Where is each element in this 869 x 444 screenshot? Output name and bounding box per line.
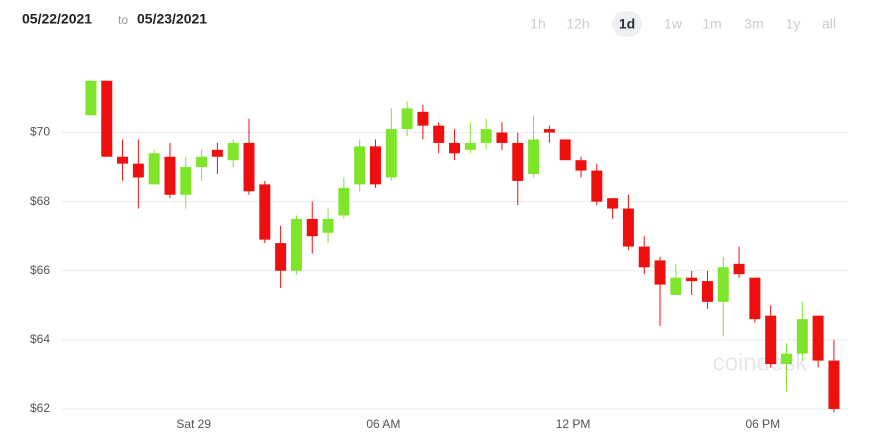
candle-body bbox=[591, 170, 603, 202]
candle-body bbox=[464, 142, 476, 150]
candle-body bbox=[85, 80, 97, 116]
candle-body bbox=[670, 277, 682, 295]
candle-body bbox=[528, 139, 540, 175]
candle-body bbox=[385, 129, 397, 178]
candle-body bbox=[259, 184, 271, 240]
candle-body bbox=[686, 277, 698, 282]
range-button[interactable]: 12h bbox=[566, 16, 589, 32]
range-button[interactable]: 1h bbox=[530, 16, 546, 32]
x-tick-label: 12 PM bbox=[556, 417, 591, 431]
candle-body bbox=[211, 149, 223, 157]
range-button[interactable]: 1w bbox=[664, 16, 683, 32]
range-button[interactable]: 1y bbox=[786, 16, 801, 32]
x-tick-label: Sat 29 bbox=[176, 417, 211, 431]
candle-body bbox=[164, 156, 176, 195]
candle-body bbox=[828, 360, 840, 409]
candle-body bbox=[290, 218, 302, 271]
watermark: coindesk bbox=[713, 349, 809, 376]
y-tick-label: $66 bbox=[30, 263, 50, 277]
candle-body bbox=[480, 129, 492, 143]
candle-body bbox=[717, 267, 729, 302]
range-button[interactable]: 1m bbox=[702, 16, 721, 32]
candle-body bbox=[449, 142, 461, 154]
date-to: 05/23/2021 bbox=[137, 11, 207, 27]
y-tick-label: $68 bbox=[30, 194, 50, 208]
candle-body bbox=[338, 187, 350, 216]
candle-body bbox=[148, 153, 160, 185]
candle-body bbox=[496, 132, 508, 143]
date-from: 05/22/2021 bbox=[22, 11, 92, 27]
candle-body bbox=[622, 208, 634, 247]
y-tick-label: $64 bbox=[30, 332, 50, 346]
candle-body bbox=[101, 80, 113, 157]
candle-body bbox=[417, 111, 429, 126]
candle-body bbox=[575, 160, 587, 171]
candle-body bbox=[227, 142, 239, 161]
range-button[interactable]: all bbox=[822, 16, 836, 32]
candle-body bbox=[306, 218, 318, 237]
range-selected-bg bbox=[612, 11, 642, 37]
x-tick-label: 06 AM bbox=[366, 417, 400, 431]
candle-body bbox=[196, 156, 208, 168]
candle-body bbox=[749, 277, 761, 320]
range-button[interactable]: 3m bbox=[744, 16, 763, 32]
candle-body bbox=[369, 146, 381, 185]
candle-body bbox=[117, 156, 129, 164]
candle-body bbox=[243, 142, 255, 192]
y-tick-label: $70 bbox=[30, 125, 50, 139]
candle-body bbox=[781, 353, 793, 365]
candle-body bbox=[401, 108, 413, 130]
candle-body bbox=[796, 319, 808, 354]
range-button[interactable]: 1d bbox=[619, 16, 635, 32]
candle-body bbox=[132, 163, 144, 178]
date-to-separator: to bbox=[118, 13, 128, 27]
candle-body bbox=[607, 198, 619, 209]
candle-body bbox=[765, 315, 777, 365]
y-tick-label: $62 bbox=[30, 401, 50, 415]
candle-body bbox=[433, 125, 445, 143]
candle-body bbox=[733, 263, 745, 275]
candle-body bbox=[701, 281, 713, 302]
candle-body bbox=[322, 218, 334, 233]
candle-body bbox=[638, 246, 650, 268]
candle-body bbox=[275, 243, 287, 271]
candle-body bbox=[543, 129, 555, 133]
candle-body bbox=[812, 315, 824, 361]
candle-body bbox=[180, 167, 192, 195]
candle-body bbox=[354, 146, 366, 185]
candle-body bbox=[512, 142, 524, 181]
candle-body bbox=[654, 260, 666, 285]
x-tick-label: 06 PM bbox=[745, 417, 780, 431]
candle-body bbox=[559, 139, 571, 161]
